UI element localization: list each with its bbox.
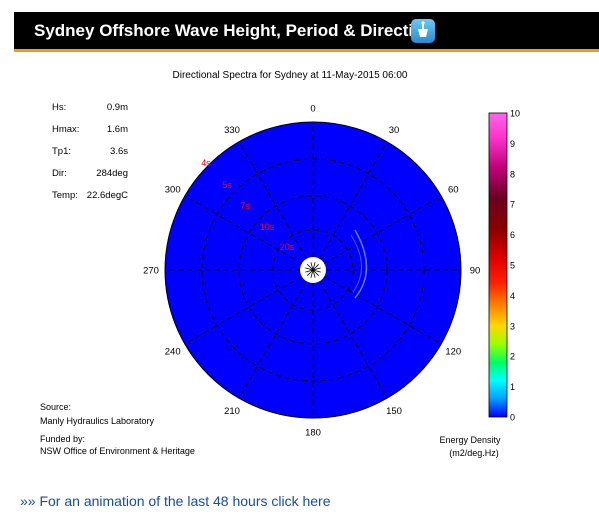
direction-spoke (238, 141, 307, 259)
direction-label: 240 (165, 347, 181, 358)
direction-label: 180 (305, 428, 321, 439)
direction-label: 90 (470, 266, 481, 277)
colorbar-tick: 9 (510, 139, 515, 149)
direction-labels: 0 30 60 90 120 150 180 210 240 270 300 3… (143, 104, 480, 439)
period-label: 10s (260, 222, 275, 232)
stat-value: 22.6degC (87, 190, 128, 201)
colorbar-unit: (m2/deg.Hz) (449, 448, 499, 458)
funded-value: NSW Office of Environment & Heritage (40, 446, 195, 456)
period-labels: 4s 5s 7s 10s 20s (201, 158, 295, 252)
colorbar-tick: 1 (510, 382, 515, 392)
colorbar-tick: 6 (510, 230, 515, 240)
buoy-icon (411, 19, 435, 43)
colorbar-tick: 2 (510, 352, 515, 362)
direction-label: 120 (445, 347, 461, 358)
colorbar-tick: 10 (510, 109, 520, 119)
chart-title: Directional Spectra for Sydney at 11-May… (173, 70, 408, 81)
colorbar-tick: 4 (510, 291, 515, 301)
source-label: Source: (40, 402, 71, 412)
center-ray (312, 262, 316, 271)
double-arrow-icon: »» (20, 493, 36, 509)
direction-spoke (324, 276, 442, 345)
stat-label: Dir: (52, 168, 67, 179)
spectra-plot: Directional Spectra for Sydney at 11-May… (0, 60, 599, 480)
period-ring (238, 195, 388, 345)
period-ring (201, 158, 425, 382)
direction-label: 0 (310, 104, 315, 115)
page-header: Sydney Offshore Wave Height, Period & Di… (14, 12, 599, 52)
center-ray (305, 269, 314, 273)
period-label: 7s (240, 201, 250, 211)
stats-panel: Hs: 0.9m Hmax: 1.6m Tp1: 3.6s Dir: 284de… (52, 102, 128, 201)
direction-label: 150 (386, 406, 402, 417)
stat-value: 0.9m (107, 102, 128, 113)
direction-spoke (324, 195, 442, 264)
colorbar-tick: 5 (510, 261, 515, 271)
direction-label: 210 (224, 406, 240, 417)
center-ray (310, 269, 314, 278)
source-value: Manly Hydraulics Laboratory (40, 416, 155, 426)
colorbar-tick: 0 (510, 413, 515, 423)
stat-label: Hs: (52, 102, 66, 113)
colorbar-ticks: 0 1 2 3 4 5 6 7 8 9 10 (510, 109, 520, 423)
center-ray (312, 267, 321, 271)
colorbar-tick: 7 (510, 200, 515, 210)
stat-label: Tp1: (52, 146, 71, 157)
direction-label: 300 (165, 185, 181, 196)
animation-link-text: For an animation of the last 48 hours cl… (35, 493, 331, 509)
colorbar-tick: 8 (510, 169, 515, 179)
funded-label: Funded by: (40, 434, 85, 444)
stat-value: 284deg (96, 168, 128, 179)
colorbar-tick: 3 (510, 321, 515, 331)
direction-spoke (319, 281, 388, 399)
direction-spoke (184, 195, 302, 264)
center-ray (310, 262, 314, 271)
direction-label: 30 (389, 125, 400, 136)
direction-spoke (238, 281, 307, 399)
center-marker (305, 262, 321, 278)
stat-label: Temp: (52, 190, 78, 201)
animation-link[interactable]: »» For an animation of the last 48 hours… (20, 493, 331, 509)
direction-label: 270 (143, 266, 159, 277)
center-ray (312, 269, 316, 278)
direction-spoke (184, 276, 302, 345)
colorbar-title: Energy Density (439, 435, 501, 445)
page-title: Sydney Offshore Wave Height, Period & Di… (34, 21, 434, 40)
wave-energy-arc (350, 229, 368, 299)
center-ray (312, 269, 321, 273)
stat-label: Hmax: (52, 124, 79, 135)
center-ray (307, 269, 314, 276)
center-ray (312, 269, 319, 276)
direction-spoke (319, 141, 388, 259)
direction-label: 60 (448, 185, 459, 196)
direction-label: 330 (224, 125, 240, 136)
direction-spokes (165, 122, 461, 418)
stat-value: 1.6m (107, 124, 128, 135)
center-ray (312, 264, 319, 271)
colorbar (488, 112, 508, 418)
period-label: 5s (222, 180, 232, 190)
period-label: 4s (201, 158, 211, 168)
period-label: 20s (280, 242, 295, 252)
center-ray (307, 264, 314, 271)
stat-value: 3.6s (110, 146, 128, 157)
center-ray (305, 267, 314, 271)
